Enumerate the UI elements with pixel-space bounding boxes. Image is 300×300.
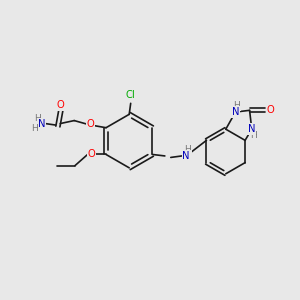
Text: N: N [38, 118, 45, 128]
Text: H: H [250, 131, 257, 140]
Text: H: H [233, 101, 240, 110]
Text: O: O [87, 149, 95, 160]
Text: O: O [266, 105, 274, 115]
Text: N: N [248, 124, 256, 134]
Text: N: N [182, 151, 190, 161]
Text: Cl: Cl [126, 90, 136, 100]
Text: N: N [232, 107, 239, 117]
Text: H: H [184, 145, 191, 154]
Text: H: H [32, 124, 38, 134]
Text: O: O [57, 100, 65, 110]
Text: H: H [34, 114, 41, 123]
Text: O: O [87, 119, 94, 129]
